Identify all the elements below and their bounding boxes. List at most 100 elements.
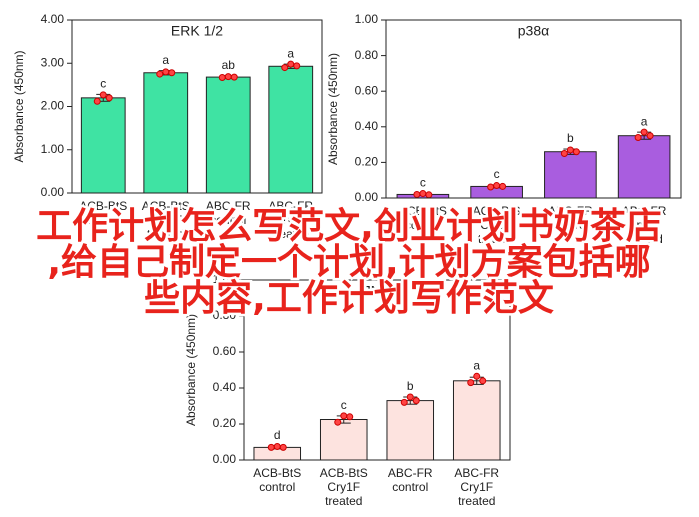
replicate-point bbox=[425, 191, 433, 199]
x-tick-label: treated bbox=[147, 227, 184, 241]
replicate-point bbox=[412, 397, 420, 405]
y-tick-label: 0.00 bbox=[41, 185, 65, 199]
y-tick-label: 0.80 bbox=[213, 308, 237, 322]
y-tick-label: 0.40 bbox=[355, 119, 379, 133]
x-tick-label: ABC-FR bbox=[268, 199, 313, 213]
x-tick-label: ACB-BtS bbox=[253, 466, 301, 480]
overlay-text: 些内容,工作计划写作范文 bbox=[144, 278, 554, 319]
replicate-point bbox=[168, 69, 176, 77]
significance-letter: c bbox=[494, 167, 500, 181]
x-tick-label: ACB-BtS bbox=[473, 204, 521, 218]
x-tick-label: ABC-FR bbox=[622, 204, 667, 218]
y-axis-label: Absorbance (450nm) bbox=[184, 314, 198, 426]
y-tick-label: 1.00 bbox=[355, 12, 379, 26]
plot-frame bbox=[243, 279, 511, 461]
x-tick-label: control bbox=[85, 213, 121, 227]
y-tick-label: 3.00 bbox=[41, 55, 65, 69]
bar bbox=[617, 135, 671, 199]
significance-letter: b bbox=[567, 131, 574, 145]
significance-letter: ab bbox=[222, 58, 236, 72]
x-tick-label: Cry1F bbox=[149, 213, 182, 227]
y-tick-label: 0.00 bbox=[355, 190, 379, 204]
bar bbox=[319, 419, 368, 461]
y-tick-label: 0.20 bbox=[213, 416, 237, 430]
replicate-point bbox=[406, 393, 414, 401]
significance-letter: a bbox=[641, 114, 648, 128]
x-tick-label: ACB-BtS bbox=[320, 466, 368, 480]
replicate-point bbox=[99, 91, 107, 99]
replicate-point bbox=[640, 128, 648, 136]
significance-letter: c bbox=[341, 398, 347, 412]
replicate-point bbox=[93, 97, 101, 105]
chart-title: ERK 1/2 bbox=[171, 23, 223, 39]
y-tick-label: 0.80 bbox=[355, 48, 379, 62]
bar bbox=[452, 380, 501, 461]
bar bbox=[268, 65, 314, 194]
bar bbox=[205, 76, 251, 194]
replicate-point bbox=[218, 74, 226, 82]
replicate-point bbox=[646, 132, 654, 140]
plot-frame bbox=[385, 19, 682, 199]
significance-letter: a bbox=[287, 46, 294, 60]
replicate-point bbox=[346, 413, 354, 421]
significance-letter: c bbox=[100, 77, 106, 91]
x-tick-label: Cry1F bbox=[460, 480, 493, 494]
replicate-point bbox=[413, 190, 421, 198]
replicate-point bbox=[224, 73, 232, 81]
x-tick-label: ACB-BtS bbox=[399, 204, 447, 218]
replicate-point bbox=[281, 64, 289, 72]
x-tick-label: control bbox=[259, 480, 295, 494]
significance-letter: a bbox=[162, 53, 169, 67]
y-tick-label: 1.00 bbox=[213, 272, 237, 286]
replicate-point bbox=[162, 68, 170, 76]
significance-letter: b bbox=[407, 379, 414, 393]
x-tick-label: Cry1F bbox=[327, 480, 360, 494]
y-tick-label: 2.00 bbox=[41, 99, 65, 113]
x-tick-label: ACB-BtS bbox=[79, 199, 127, 213]
replicate-point bbox=[493, 182, 501, 190]
replicate-point bbox=[287, 60, 295, 68]
replicate-point bbox=[230, 73, 238, 81]
y-tick-label: 1.00 bbox=[41, 142, 65, 156]
replicate-point bbox=[473, 372, 481, 380]
replicate-point bbox=[479, 377, 487, 385]
significance-letter: a bbox=[473, 358, 480, 372]
x-tick-label: Cry1F bbox=[274, 213, 307, 227]
replicate-point bbox=[273, 443, 281, 450]
replicate-point bbox=[467, 379, 475, 387]
overlay-text: ,给自己制定一个计划,计划方案包括哪 bbox=[47, 242, 650, 283]
significance-letter: c bbox=[420, 176, 426, 190]
bar bbox=[386, 400, 435, 461]
x-tick-label: ABC-FR bbox=[548, 204, 593, 218]
replicate-point bbox=[156, 70, 164, 78]
plot-frame bbox=[71, 19, 323, 194]
x-tick-label: ABC-FR bbox=[206, 199, 251, 213]
replicate-point bbox=[487, 183, 495, 191]
overlay-text: 工作计划怎么写范文,创业计划书奶茶店 bbox=[36, 206, 662, 247]
y-axis-label: Absorbance (450nm) bbox=[12, 50, 26, 162]
x-tick-label: control bbox=[392, 480, 428, 494]
replicate-point bbox=[499, 182, 507, 190]
replicate-point bbox=[279, 443, 287, 451]
x-tick-label: treated bbox=[325, 494, 362, 508]
replicate-point bbox=[560, 150, 568, 157]
replicate-point bbox=[400, 398, 408, 406]
replicate-point bbox=[267, 443, 275, 451]
y-tick-label: 0.40 bbox=[213, 380, 237, 394]
replicate-point bbox=[572, 148, 580, 156]
x-tick-label: control bbox=[210, 213, 246, 227]
bar bbox=[544, 151, 597, 199]
y-tick-label: 0.60 bbox=[355, 83, 379, 97]
significance-letter: d bbox=[274, 428, 281, 442]
x-tick-label: Cry1F bbox=[480, 218, 513, 232]
bar bbox=[143, 72, 189, 194]
bar bbox=[80, 97, 126, 194]
y-tick-label: 4.00 bbox=[41, 12, 65, 26]
chart-title: JNK bbox=[364, 283, 391, 299]
x-tick-label: control bbox=[552, 218, 588, 232]
replicate-point bbox=[566, 146, 574, 154]
x-tick-label: ACB-BtS bbox=[142, 199, 190, 213]
replicate-point bbox=[419, 190, 427, 198]
replicate-point bbox=[340, 412, 348, 420]
